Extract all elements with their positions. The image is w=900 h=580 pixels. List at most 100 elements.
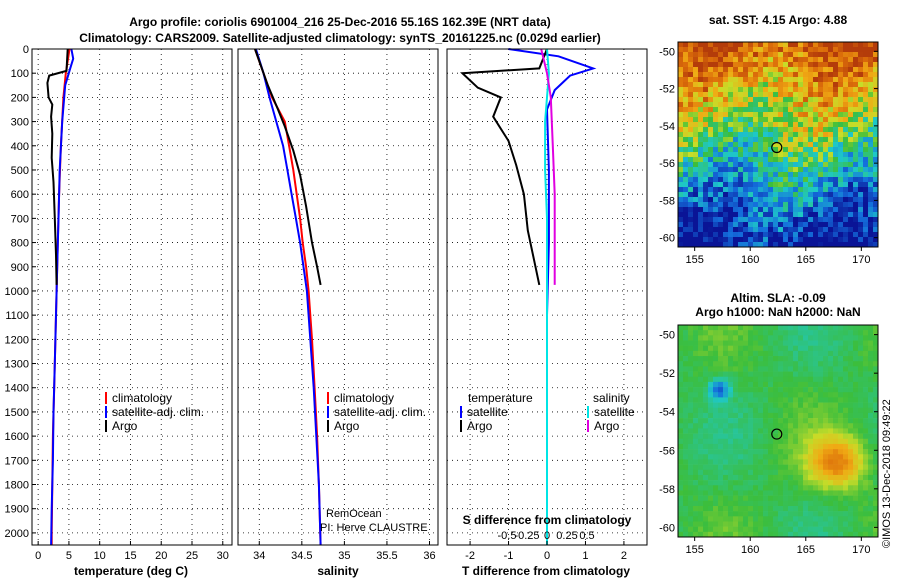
map-cell [713,222,719,228]
map-cell [758,57,764,63]
map-cell [858,147,864,153]
map-cell [798,449,804,455]
map-cell [788,112,794,118]
map-cell [833,397,839,403]
map-cell [798,182,804,188]
map-cell [783,227,789,233]
map-cell [873,438,879,445]
map-cell [768,526,774,533]
map-cell [868,187,874,193]
map-cell [788,428,794,434]
map-cell [688,77,694,83]
map-cell [833,192,839,198]
map-cell [743,459,749,465]
map-cell [748,77,754,83]
y-tick-label: 1700 [5,455,29,467]
map-cell [698,433,704,440]
map-cell [723,505,729,512]
map-cell [868,197,874,203]
map-cell [818,485,824,491]
map-cell [788,77,794,83]
map-cell [713,92,719,98]
map-cell [758,397,764,403]
map-cell [713,102,719,108]
map-cell [728,117,734,123]
map-cell [798,152,804,158]
map-cell [733,433,739,440]
map-cell [798,147,804,153]
map-cell [838,197,844,203]
map-cell [728,137,734,143]
map-cell [818,217,824,223]
map-cell [848,521,854,527]
map-cell [873,412,879,419]
map-cell [873,242,879,248]
map-cell [763,350,769,357]
map-cell [743,392,749,398]
map-cell [808,443,814,450]
map-cell [778,112,784,118]
map-cell [703,57,709,63]
map-cell [868,459,874,465]
map-cell [808,207,814,213]
map-cell [848,142,854,148]
map-cell [738,418,744,424]
map-cell [688,182,694,188]
map-cell [848,102,854,108]
map-cell [798,397,804,403]
map-cell [808,197,814,203]
map-cell [848,361,854,367]
map-cell [713,207,719,213]
map-cell [688,402,694,409]
map-cell [858,505,864,512]
map-cell [833,438,839,445]
map-cell [763,182,769,188]
map-cell [693,516,699,522]
map-cell [698,127,704,133]
map-cell [828,67,834,73]
map-cell [713,428,719,434]
map-cell [853,516,859,522]
map-cell [713,62,719,68]
map-cell [728,387,734,393]
map-cell [863,428,869,434]
map-cell [818,202,824,208]
map-cell [868,152,874,158]
map-cell [778,92,784,98]
map-cell [748,62,754,68]
map-cell [873,157,879,163]
y-tick-label: 200 [11,92,29,104]
map-cell [678,137,684,143]
y-tick-label: 1500 [5,407,29,419]
map-cell [738,381,744,388]
map-cell [713,526,719,533]
map-cell [833,454,839,460]
map-cell [793,443,799,450]
map-cell [688,376,694,383]
map-cell [738,495,744,502]
map-cell [713,107,719,113]
map-cell [863,340,869,346]
map-cell [868,438,874,445]
map-cell [768,92,774,98]
map-cell [788,57,794,63]
map-cell [843,157,849,163]
map-cell [798,345,804,352]
map-cell [728,222,734,228]
map-cell [803,371,809,378]
map-cell [683,407,689,414]
map-cell [843,87,849,93]
map-cell [848,182,854,188]
map-cell [738,464,744,471]
map-cell [803,500,809,507]
map-cell [803,182,809,188]
map-cell [763,162,769,168]
map-cell [863,112,869,118]
map-cell [808,505,814,512]
map-y-tick-label: -58 [659,195,675,207]
map-cell [813,177,819,183]
map-cell [738,490,744,496]
map-cell [738,335,744,341]
map-cell [753,62,759,68]
map-cell [678,207,684,213]
